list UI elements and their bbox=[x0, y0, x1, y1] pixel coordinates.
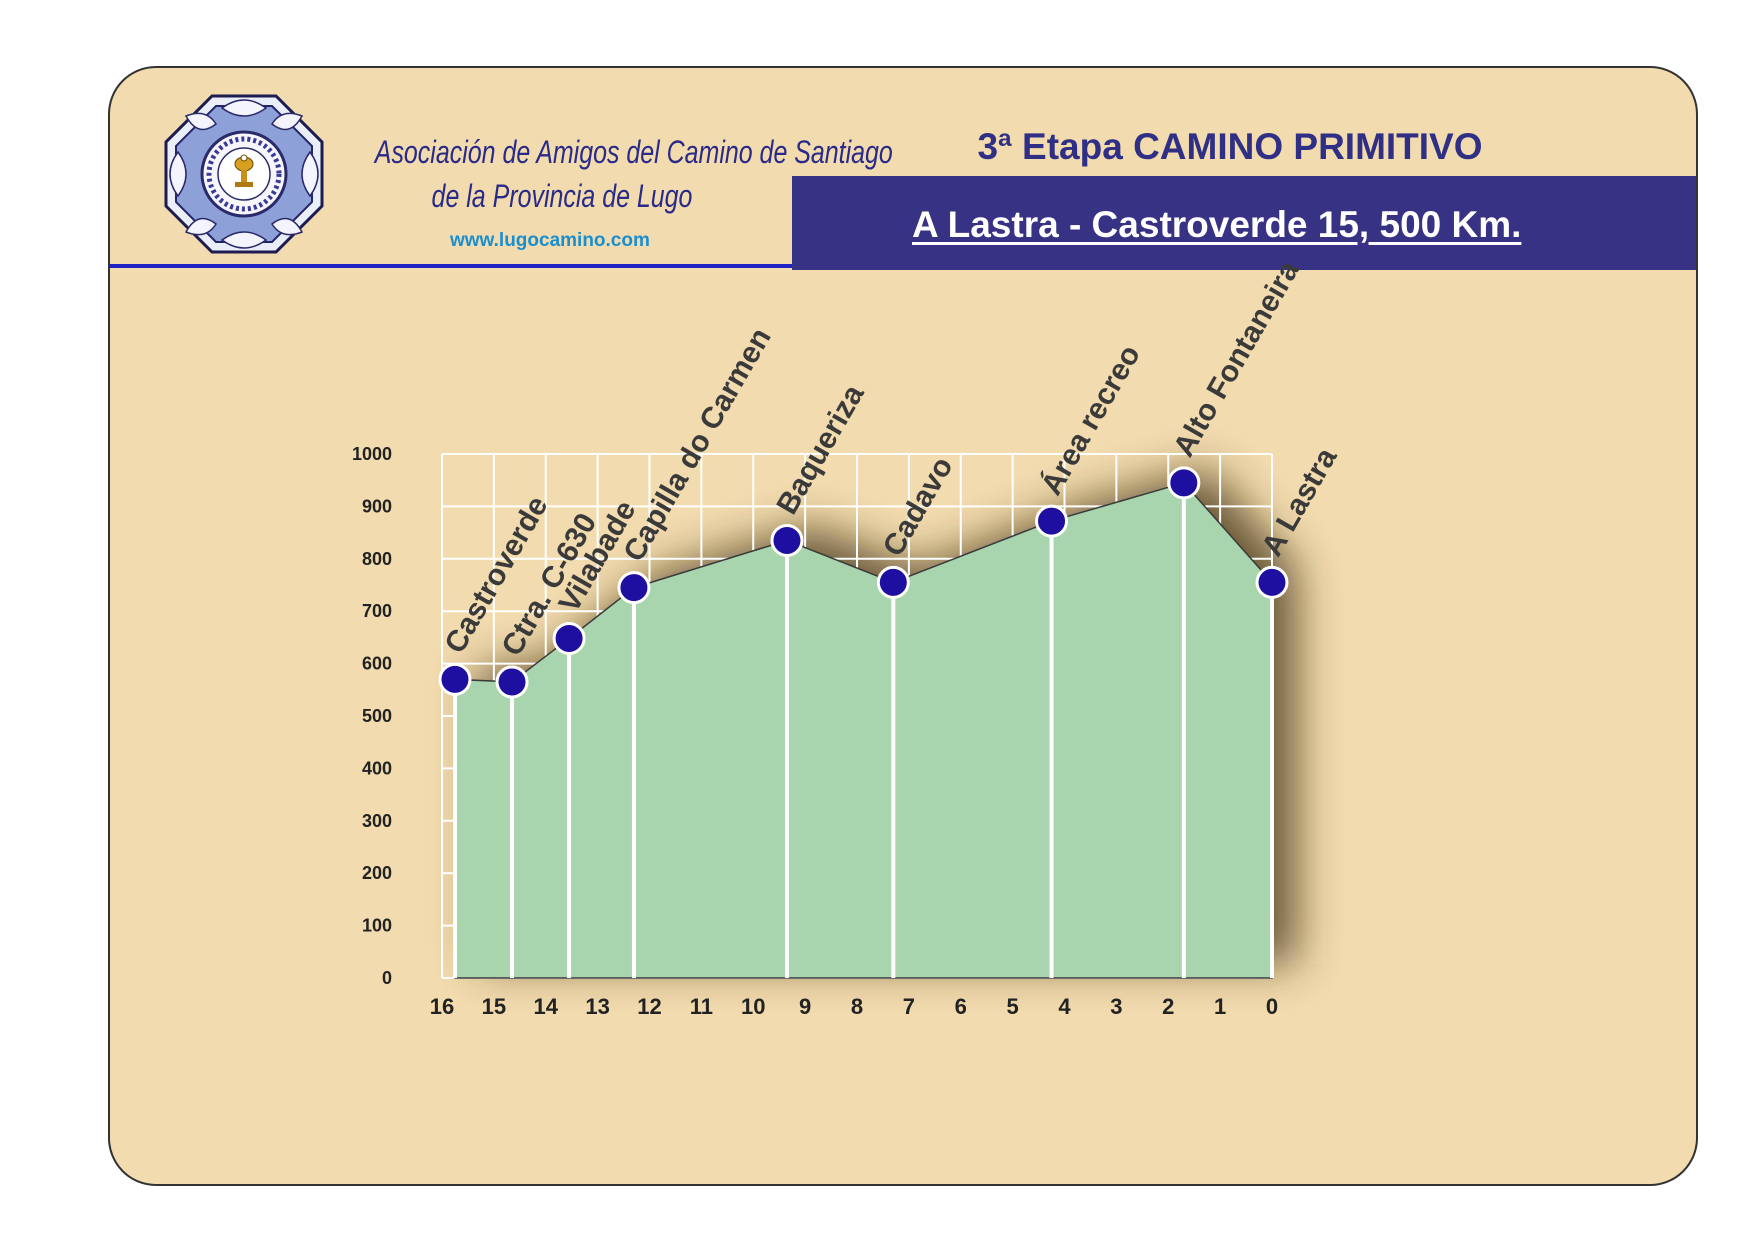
x-tick-label: 7 bbox=[903, 994, 915, 1019]
x-tick-label: 8 bbox=[851, 994, 863, 1019]
waypoint-label: A Lastra bbox=[1255, 442, 1343, 562]
y-tick-label: 200 bbox=[362, 863, 392, 883]
y-axis-ticks: 0 100 200 300 400 500 600 700 800 900 1000 bbox=[352, 444, 392, 988]
route-banner: A Lastra - Castroverde 15, 500 Km. bbox=[792, 176, 1696, 270]
y-tick-label: 500 bbox=[362, 706, 392, 726]
waypoint-marker bbox=[1035, 504, 1069, 538]
y-tick-label: 100 bbox=[362, 916, 392, 936]
waypoint-markers bbox=[438, 466, 1289, 699]
waypoint-label: Baqueriza bbox=[770, 379, 870, 520]
y-tick-label: 300 bbox=[362, 811, 392, 831]
x-tick-label: 4 bbox=[1058, 994, 1071, 1019]
y-tick-label: 400 bbox=[362, 758, 392, 778]
y-tick-label: 0 bbox=[382, 968, 392, 988]
y-tick-label: 800 bbox=[362, 549, 392, 569]
waypoint-marker bbox=[770, 523, 804, 557]
waypoint-marker bbox=[438, 662, 472, 696]
header-divider bbox=[110, 264, 1016, 268]
x-tick-label: 5 bbox=[1007, 994, 1019, 1019]
waypoint-stems bbox=[452, 482, 1274, 978]
y-tick-label: 700 bbox=[362, 601, 392, 621]
x-tick-label: 12 bbox=[637, 994, 661, 1019]
x-tick-label: 3 bbox=[1110, 994, 1122, 1019]
y-tick-label: 600 bbox=[362, 654, 392, 674]
x-tick-label: 9 bbox=[799, 994, 811, 1019]
website-link[interactable]: www.lugocamino.com bbox=[450, 230, 650, 251]
waypoint-marker bbox=[1255, 565, 1289, 599]
x-tick-label: 13 bbox=[585, 994, 609, 1019]
x-tick-label: 16 bbox=[430, 994, 454, 1019]
route-title: A Lastra - Castroverde 15, 500 Km. bbox=[912, 204, 1522, 245]
x-tick-label: 15 bbox=[482, 994, 506, 1019]
waypoint-label: Área recreo bbox=[1034, 339, 1147, 500]
stage-title: 3ª Etapa CAMINO PRIMITIVO bbox=[977, 126, 1483, 167]
x-axis-ticks: 16 15 14 13 12 11 10 9 8 7 6 5 4 3 2 1 0 bbox=[430, 994, 1278, 1019]
waypoint-marker bbox=[495, 665, 529, 699]
y-tick-label: 900 bbox=[362, 496, 392, 516]
x-tick-label: 10 bbox=[741, 994, 765, 1019]
waypoint-marker bbox=[552, 621, 586, 655]
waypoint-label: Alto Fontaneira bbox=[1167, 255, 1306, 462]
x-tick-label: 14 bbox=[534, 994, 559, 1019]
x-tick-label: 6 bbox=[955, 994, 967, 1019]
x-tick-label: 1 bbox=[1214, 994, 1226, 1019]
x-tick-label: 2 bbox=[1162, 994, 1174, 1019]
waypoint-marker bbox=[617, 571, 651, 605]
x-tick-label: 11 bbox=[690, 994, 713, 1019]
profile-card: Asociación de Amigos del Camino de Santi… bbox=[108, 66, 1698, 1186]
association-logo-icon bbox=[164, 94, 324, 254]
association-name-line2: de la Provincia de Lugo bbox=[431, 178, 693, 214]
x-tick-label: 0 bbox=[1266, 994, 1278, 1019]
waypoint-marker bbox=[876, 565, 910, 599]
y-tick-label: 1000 bbox=[352, 444, 392, 464]
waypoint-marker bbox=[1167, 466, 1201, 500]
